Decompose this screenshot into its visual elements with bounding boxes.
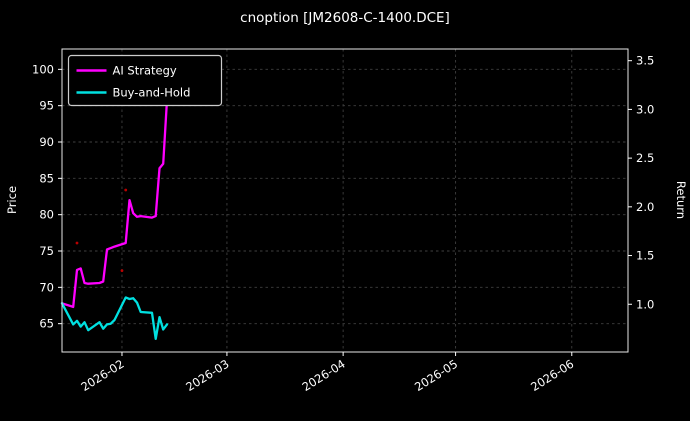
x-tick-label: 2026-05: [412, 357, 460, 394]
y-tick-label-right: 2.0: [636, 200, 654, 214]
y-tick-label-right: 1.5: [636, 249, 654, 263]
x-tick-label: 2026-02: [78, 357, 126, 394]
plot-border: [61, 48, 629, 353]
trade-markers: [75, 188, 128, 273]
y-tick-label-left: 90: [39, 135, 54, 149]
series-layer: [60, 98, 169, 341]
y-tick-label-right: 3.5: [636, 54, 654, 68]
y-tick-label-left: 100: [32, 62, 54, 76]
series-line-ai-strategy: [60, 98, 169, 309]
y-tick-label-left: 85: [39, 171, 54, 185]
y-tick-label-left: 70: [39, 280, 54, 294]
chart-title: cnoption [JM2608-C-1400.DCE]: [240, 10, 450, 26]
legend-label: AI Strategy: [113, 64, 177, 78]
y-tick-label-right: 2.5: [636, 151, 654, 165]
y-axis-label-left: Price: [5, 186, 19, 214]
y-tick-label-right: 1.0: [636, 297, 654, 311]
plot-spine: [61, 48, 629, 353]
legend: AI Strategy Buy-and-Hold: [67, 54, 223, 107]
y-tick-label-left: 80: [39, 208, 54, 222]
x-tick-label: 2026-06: [528, 357, 576, 394]
trade-marker-dot: [124, 188, 128, 192]
series-line-buy-and-hold: [60, 296, 169, 341]
y-tick-label-left: 65: [39, 317, 54, 331]
x-tick-label: 2026-03: [183, 357, 231, 394]
x-tick-label: 2026-04: [300, 357, 348, 394]
legend-box: [67, 54, 223, 107]
trade-marker-dot: [75, 241, 79, 245]
y-tick-label-left: 75: [39, 244, 54, 258]
y-axis-label-right: Return: [674, 181, 688, 219]
y-tick-label-right: 3.0: [636, 102, 654, 116]
legend-label: Buy-and-Hold: [113, 86, 191, 100]
y-tick-label-left: 95: [39, 99, 54, 113]
trade-marker-dot: [120, 269, 124, 273]
